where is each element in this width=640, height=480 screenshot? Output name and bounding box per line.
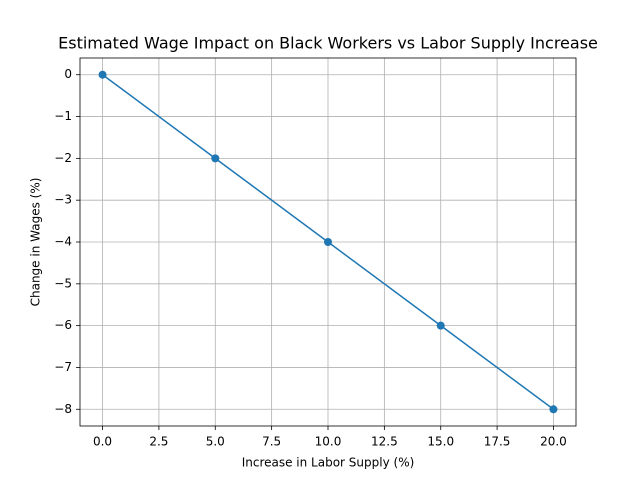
x-axis-label: Increase in Labor Supply (%) bbox=[242, 456, 415, 470]
point bbox=[436, 321, 445, 330]
point bbox=[549, 405, 558, 414]
x-tick-label: 15.0 bbox=[427, 435, 454, 449]
x-tick-label: 12.5 bbox=[371, 435, 398, 449]
y-tick-label: −8 bbox=[54, 402, 72, 416]
point bbox=[98, 70, 107, 79]
y-tick-label: −7 bbox=[54, 360, 72, 374]
x-tick-label: 17.5 bbox=[484, 435, 511, 449]
y-tick-label: −5 bbox=[54, 276, 72, 290]
x-tick-label: 7.5 bbox=[262, 435, 281, 449]
y-tick-label: −2 bbox=[54, 151, 72, 165]
y-tick-label: 0 bbox=[64, 67, 72, 81]
x-tick-label: 5.0 bbox=[206, 435, 225, 449]
plot-frame bbox=[79, 57, 577, 427]
y-tick-label: −1 bbox=[54, 109, 72, 123]
y-tick-label: −3 bbox=[54, 193, 72, 207]
chart-title: Estimated Wage Impact on Black Workers v… bbox=[58, 34, 598, 53]
y-tick-label: −4 bbox=[54, 235, 72, 249]
point bbox=[324, 238, 332, 246]
point bbox=[211, 154, 220, 163]
y-tick-label: −6 bbox=[54, 318, 72, 332]
x-tick-label: 0.0 bbox=[93, 435, 112, 449]
y-axis-label: Change in Wages (%) bbox=[29, 178, 43, 307]
x-tick-label: 20.0 bbox=[540, 435, 567, 449]
x-tick-label: 10.0 bbox=[315, 435, 342, 449]
x-tick-label: 2.5 bbox=[149, 435, 168, 449]
